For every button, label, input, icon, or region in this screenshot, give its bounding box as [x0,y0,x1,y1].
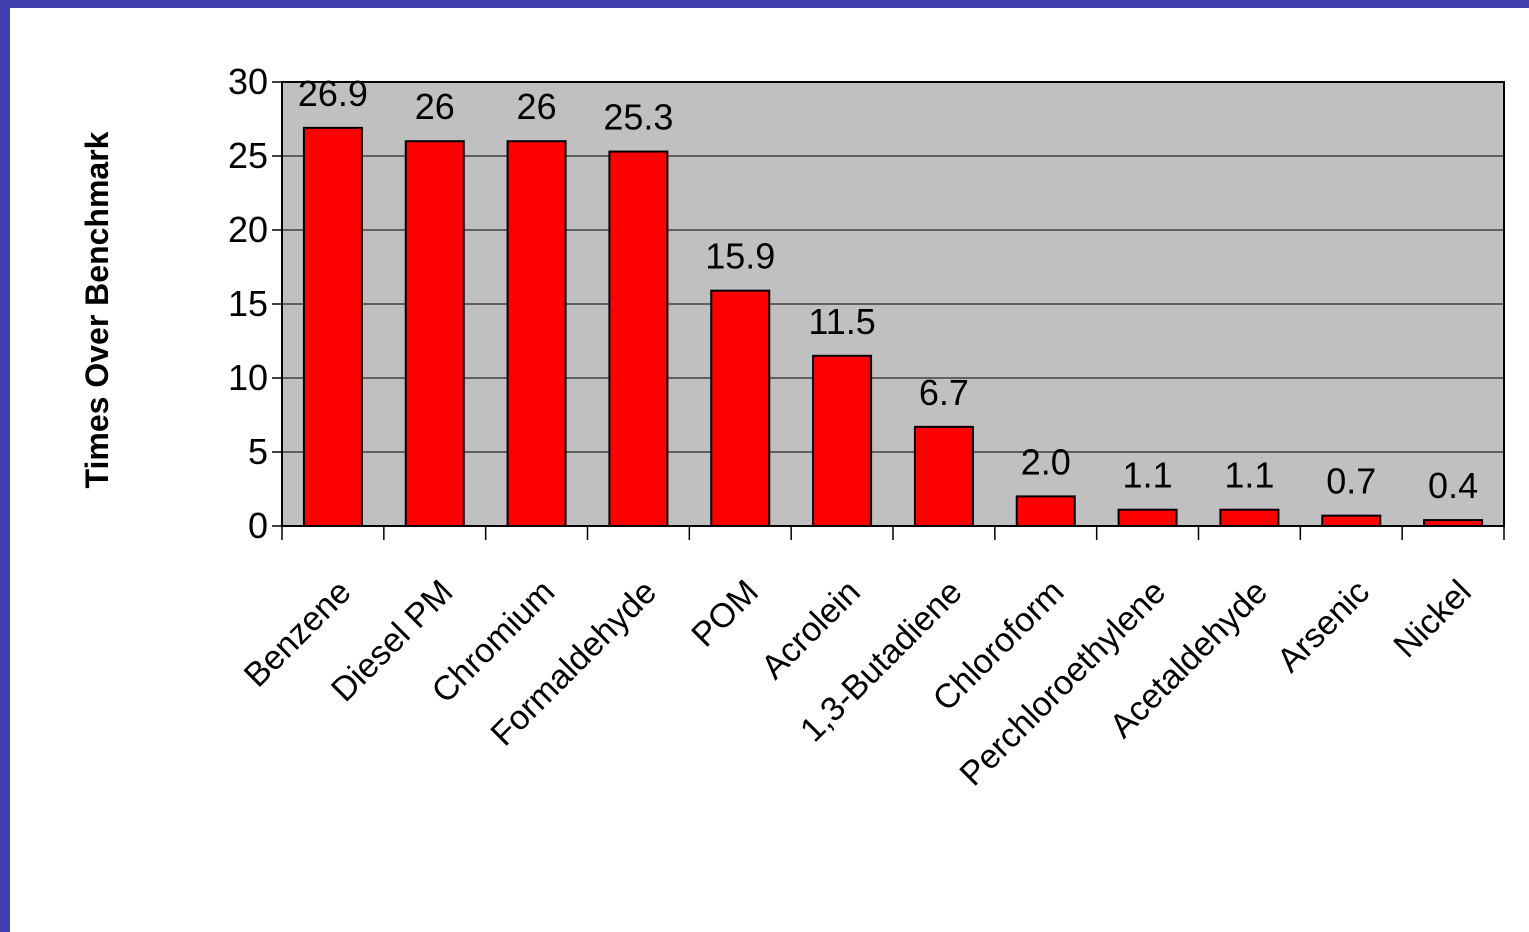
data-label: 15.9 [705,236,775,277]
y-tick-label: 20 [228,209,268,250]
bar [1117,508,1178,528]
y-tick-label: 10 [228,357,268,398]
data-label: 0.7 [1326,461,1376,502]
y-tick-labels: 0 5 10 15 20 25 30 [228,61,268,546]
data-label: 26 [415,86,455,127]
y-axis-label: Times Over Benchmark [79,131,115,488]
bar [812,354,873,527]
bar [1015,495,1076,527]
data-label: 25.3 [603,97,673,138]
bar [404,140,465,527]
data-label: 1.1 [1224,455,1274,496]
y-tick-label: 5 [248,431,268,472]
y-tick-label: 15 [228,283,268,324]
bar [1321,514,1382,528]
gridlines [282,155,1504,453]
bar [1219,508,1280,528]
data-label: 1.1 [1123,455,1173,496]
data-label: 26 [517,86,557,127]
data-label: 2.0 [1021,441,1071,482]
bar [608,150,669,527]
bars [302,126,1484,528]
y-tick-label: 30 [228,61,268,102]
bar [913,425,974,527]
data-label: 11.5 [808,301,875,342]
y-tick-label: 25 [228,135,268,176]
y-tick-label: 0 [248,505,268,546]
data-label: 26.9 [298,73,368,114]
bar [302,126,363,527]
category-label: POM [684,573,766,655]
data-label: 0.4 [1428,465,1478,506]
bar [506,140,567,527]
data-label: 6.7 [919,372,969,413]
bar [710,289,771,527]
data-labels: 26.9 26 26 25.3 15.9 11.5 6.7 2.0 1.1 1.1 0.7 0.4 [298,73,1478,506]
category-label: Nickel [1386,573,1478,665]
bar [1423,519,1484,528]
category-label: Arsenic [1270,573,1377,680]
axes [272,81,1505,540]
